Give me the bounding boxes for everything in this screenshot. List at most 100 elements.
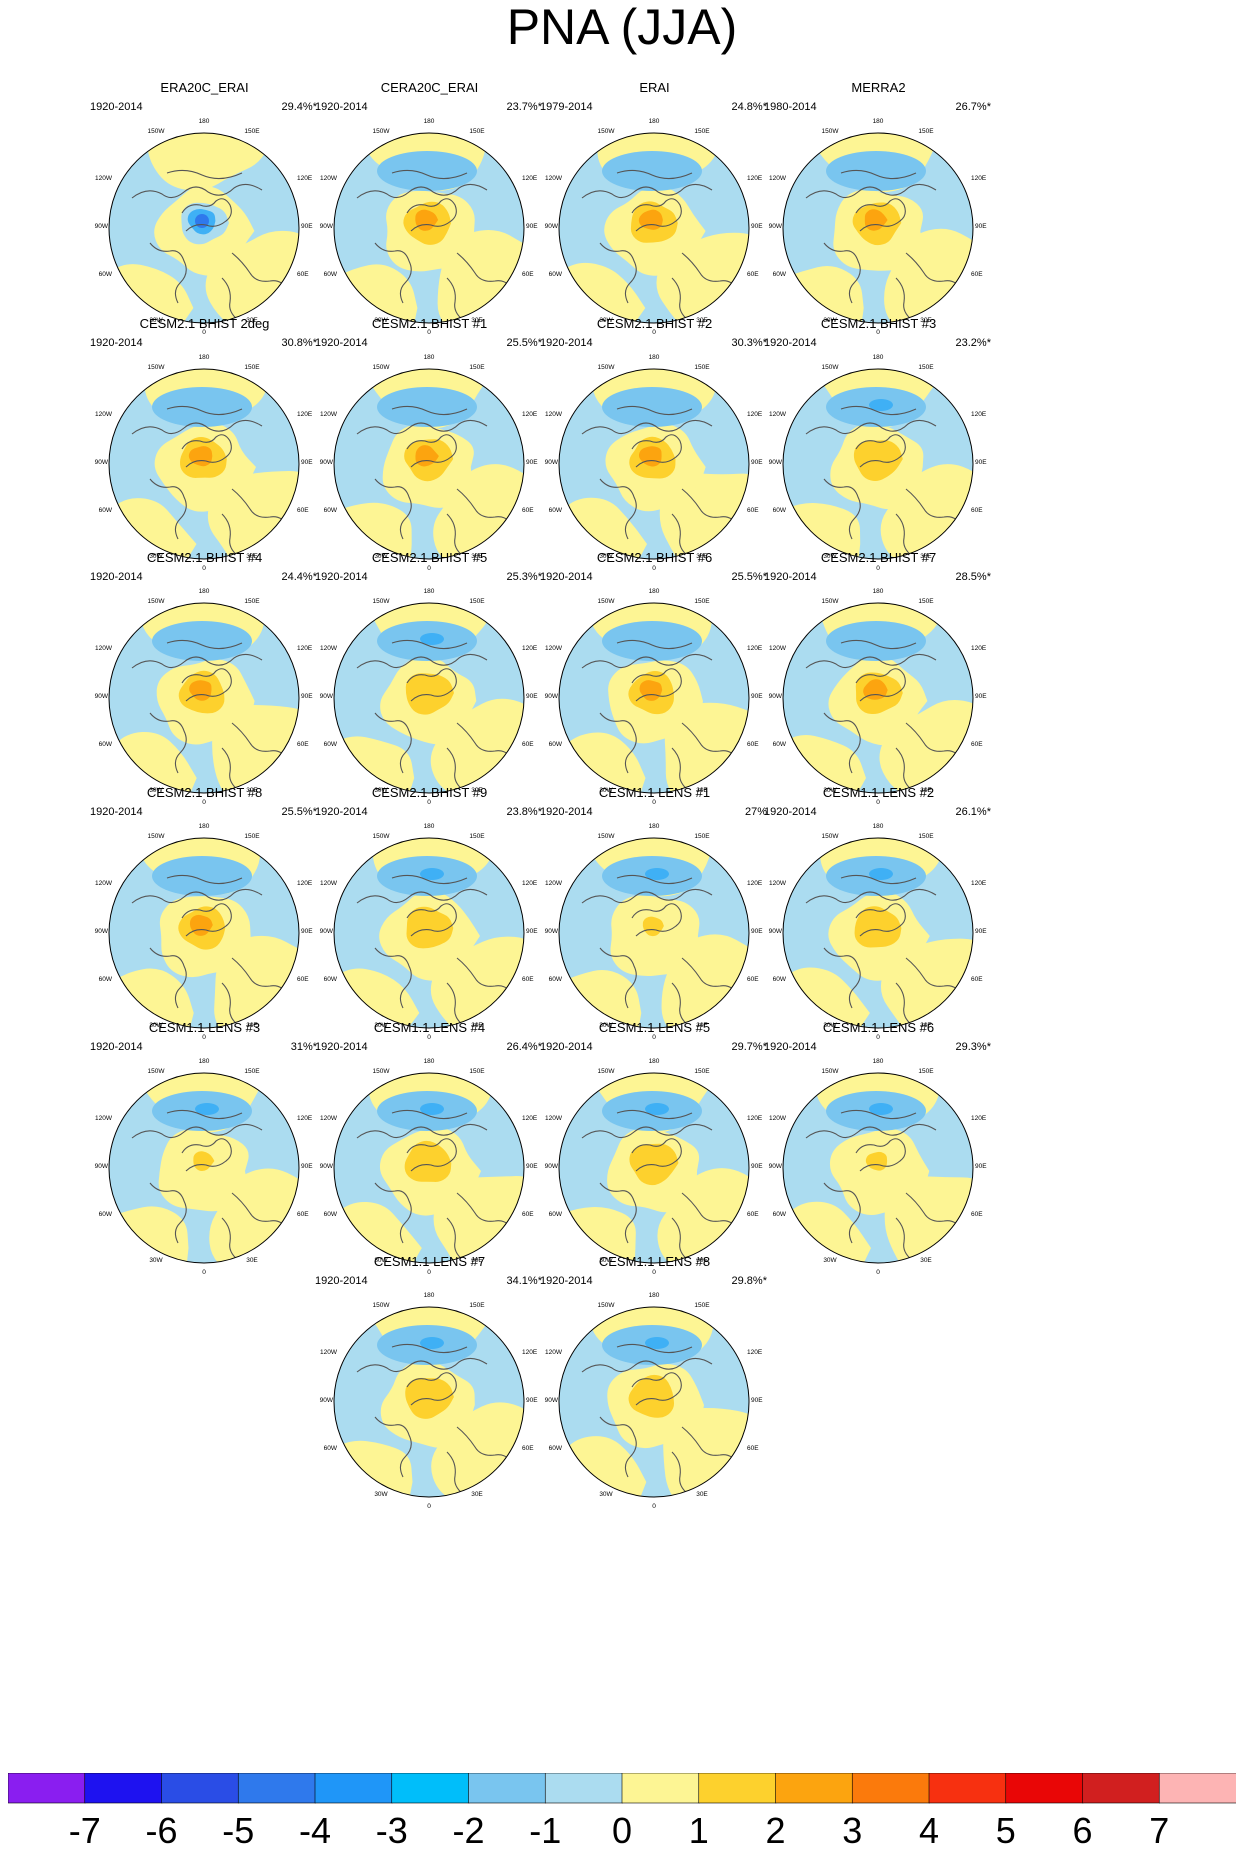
panel-years: 1920-2014 (764, 1041, 817, 1053)
colorbar-swatch (161, 1773, 240, 1804)
map-tick-label: 150W (373, 128, 391, 135)
panel-title: CESM2.1 BHIST #8 (146, 785, 263, 800)
coastline (131, 183, 263, 199)
coastline (149, 242, 187, 304)
map-boundary (782, 132, 974, 324)
coastline (616, 639, 693, 650)
map-tick-label: 120W (545, 175, 563, 182)
map-tick-label: 30E (471, 553, 483, 560)
map-tick-label: 150W (373, 598, 391, 605)
map-tick-label: 90E (301, 1163, 313, 1170)
map-tick-label: 180 (649, 1058, 660, 1065)
map-tick-label: 30E (471, 317, 483, 324)
coastline (131, 1123, 263, 1139)
panel-years: 1920-2014 (315, 337, 368, 349)
map-tick-label: 60E (747, 1211, 759, 1218)
panel-years: 1920-2014 (315, 806, 368, 818)
map-tick-label: 150W (822, 833, 840, 840)
map-tick-label: 0 (652, 1503, 656, 1510)
map-tick-label: 60E (747, 1445, 759, 1452)
polar-map: 180 150W 150E 120W 120E 90W 90E 60W 60E 30W 30E 0 (545, 1292, 764, 1510)
colorbar-tick-label: -3 (375, 1810, 408, 1851)
panel-years: 1920-2014 (540, 806, 593, 818)
map-tick-label: 180 (649, 823, 660, 830)
coastline (581, 1357, 713, 1373)
colorbar-tick-label: 3 (842, 1810, 863, 1851)
coastline (221, 513, 239, 557)
map-tick-label: 150W (148, 128, 166, 135)
map-tick-label: 120E (522, 1349, 538, 1356)
map-tick-label: 120W (769, 880, 787, 887)
field-negative-lobe (602, 621, 702, 661)
map-tick-label: 60W (324, 271, 338, 278)
map-tick-label: 150E (469, 833, 485, 840)
coastline (374, 947, 412, 1009)
map-tick-label: 150W (822, 364, 840, 371)
coastline (374, 1416, 412, 1478)
map-tick-label: 120E (971, 880, 987, 887)
coastline (446, 747, 464, 791)
map-tick-label: 120W (769, 645, 787, 652)
coastline (840, 639, 917, 650)
colorbar-labels: -7 -6 -5 -4 -3 -2 -1 0 1 2 3 4 5 6 7 (0, 1810, 1244, 1851)
coastline (581, 1123, 713, 1139)
coastline (356, 1123, 488, 1139)
coastline (231, 722, 289, 762)
coastline (406, 1138, 457, 1172)
map-tick-label: 120W (545, 1349, 563, 1356)
map-tick-label: 60E (297, 976, 309, 983)
map-tick-label: 60W (549, 1211, 563, 1218)
coastline (374, 712, 412, 774)
map-tick-label: 180 (199, 354, 210, 361)
map-tick-label: 120E (522, 880, 538, 887)
polar-map: 180 150W 150E 120W 120E 90W 90E 60W 60E 30W 30E 0 (545, 118, 764, 336)
colorbar-swatch (544, 1773, 623, 1804)
panel-years: 1920-2014 (90, 337, 143, 349)
map-tick-label: 60W (99, 507, 113, 514)
map-tick-label: 90E (751, 928, 763, 935)
map-tick-label: 60W (324, 741, 338, 748)
map-tick-label: 180 (873, 118, 884, 125)
map-tick-label: 0 (876, 565, 880, 572)
map-tick-label: 0 (427, 329, 431, 336)
map-tick-label: 180 (199, 1058, 210, 1065)
panel-years: 1920-2014 (764, 337, 817, 349)
colorbar-swatch (1005, 1773, 1084, 1804)
map-tick-label: 90W (545, 1163, 559, 1170)
map-tick-label: 120W (769, 411, 787, 418)
coastline (895, 747, 913, 791)
map-tick-label: 90W (320, 223, 334, 230)
map-tick-label: 60E (522, 507, 534, 514)
panel-years: 1920-2014 (90, 1041, 143, 1053)
panel-explained-variance: 29.7%* (731, 1041, 767, 1053)
coastline (905, 252, 963, 292)
map-tick-label: 120W (769, 175, 787, 182)
coastline (446, 513, 464, 557)
map-tick-label: 90W (95, 459, 109, 466)
map-panel: CESM2.1 BHIST #1 1920-2014 25.5%* 180 150W 15… (297, 316, 562, 586)
map-tick-label: 150E (694, 364, 710, 371)
map-tick-label: 0 (652, 565, 656, 572)
map-tick-label: 90W (95, 693, 109, 700)
panel-explained-variance: 26.1%* (955, 806, 991, 818)
map-tick-label: 150E (694, 598, 710, 605)
coastline (391, 405, 468, 416)
polar-map: 180 150W 150E 120W 120E 90W 90E 60W 60E 30W 30E 0 (545, 354, 764, 572)
coastline (631, 198, 682, 232)
map-tick-label: 60E (747, 976, 759, 983)
panel-explained-variance: 25.5%* (281, 806, 317, 818)
map-tick-label: 30W (599, 1022, 613, 1029)
coastline (149, 712, 187, 774)
map-tick-label: 120W (769, 1115, 787, 1122)
map-tick-label: 180 (424, 354, 435, 361)
map-panel: CESM2.1 BHIST #9 1920-2014 23.8%* 180 150W 15… (297, 785, 562, 1055)
field-negative-lobe (152, 621, 252, 661)
coastline (391, 1109, 468, 1120)
field-negative-core (645, 1337, 669, 1349)
map-tick-label: 60E (297, 741, 309, 748)
map-tick-label: 60W (324, 976, 338, 983)
field-negative-lobe (826, 621, 926, 661)
polar-map: 180 150W 150E 120W 120E 90W 90E 60W 60E 30W 30E 0 (95, 118, 314, 336)
map-tick-label: 30W (823, 787, 837, 794)
map-tick-label: 90E (526, 928, 538, 935)
